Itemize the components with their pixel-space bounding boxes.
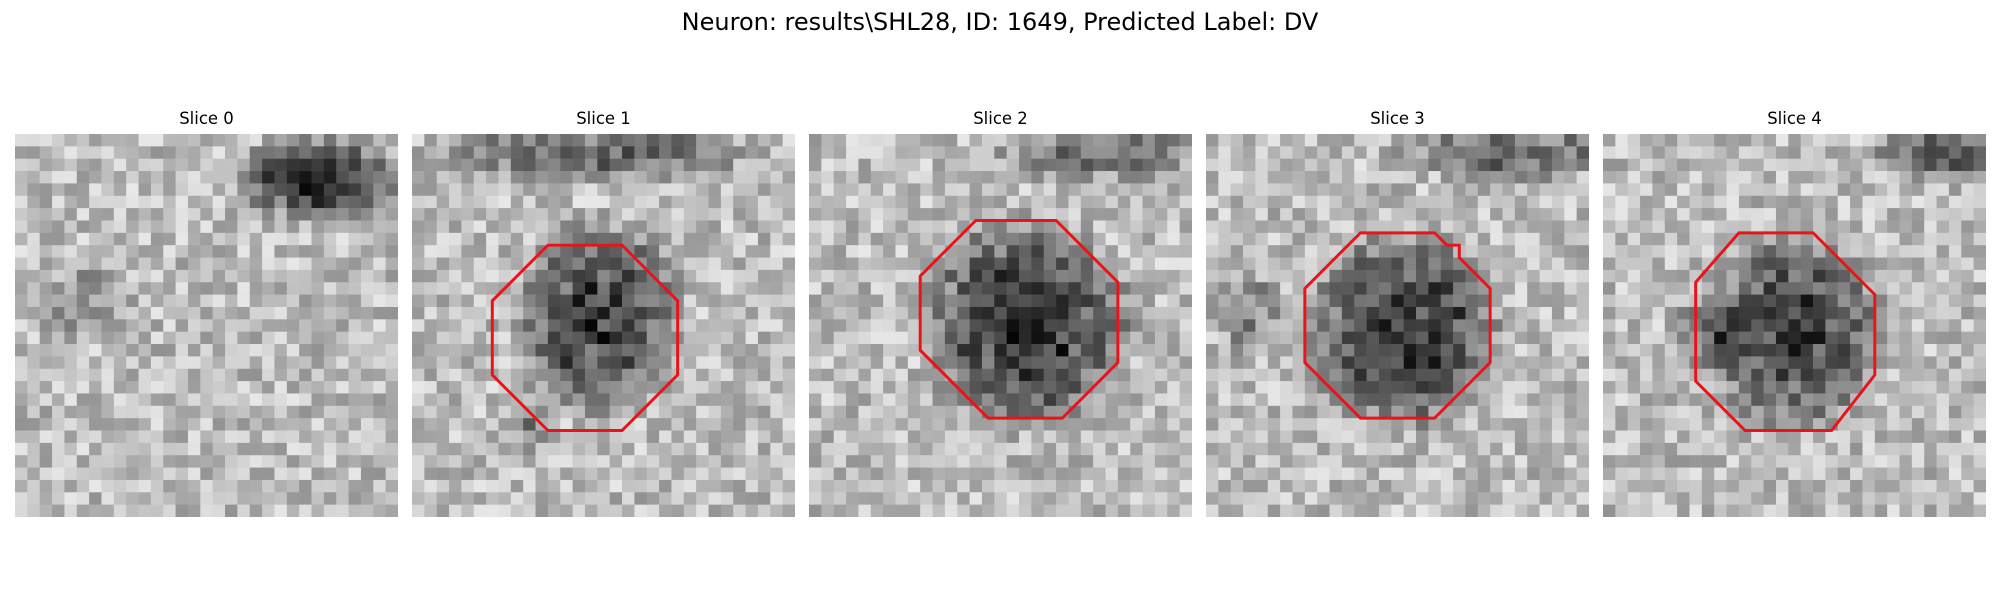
slice-title-0: Slice 0	[179, 109, 234, 128]
slice-title-2: Slice 2	[973, 109, 1028, 128]
slice-image-0	[15, 134, 398, 517]
slice-image-3	[1206, 134, 1589, 517]
neuron-contour	[1303, 231, 1492, 420]
slice-image-2	[809, 134, 1192, 517]
slice-title-4: Slice 4	[1767, 109, 1822, 128]
slice-title-3: Slice 3	[1370, 109, 1425, 128]
figure-title: Neuron: results\SHL28, ID: 1649, Predict…	[681, 8, 1319, 36]
neuron-contour	[1694, 231, 1877, 432]
slice-panel-0: Slice 0	[15, 108, 398, 517]
slice-panel-4: Slice 4	[1603, 108, 1986, 517]
neuron-contour	[490, 243, 680, 432]
slice-title-1: Slice 1	[576, 109, 631, 128]
slice-panel-1: Slice 1	[412, 108, 795, 517]
slice-image-1	[412, 134, 795, 517]
slice-image-4	[1603, 134, 1986, 517]
slice-panel-3: Slice 3	[1206, 108, 1589, 517]
slice-panel-2: Slice 2	[809, 108, 1192, 517]
neuron-contour	[918, 219, 1120, 420]
